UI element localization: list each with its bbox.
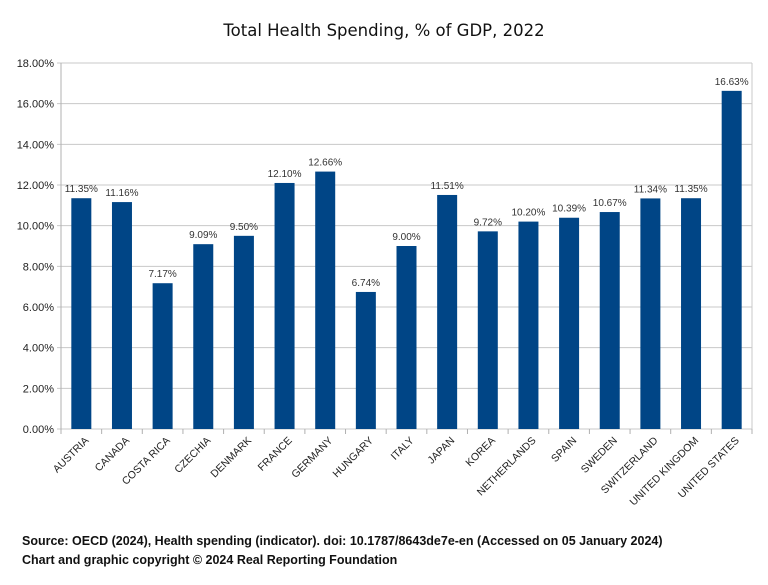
y-tick-label: 2.00% <box>23 383 54 395</box>
x-tick-label: DENMARK <box>208 435 254 481</box>
bar <box>152 283 173 429</box>
y-tick-label: 16.00% <box>17 99 55 111</box>
data-label: 11.51% <box>431 181 464 192</box>
data-label: 10.67% <box>593 198 627 209</box>
y-tick-label: 0.00% <box>23 424 54 436</box>
bar <box>721 90 742 430</box>
bar <box>681 198 702 429</box>
x-tick-label: HUNGARY <box>330 435 375 480</box>
x-tick-label: CZECHIA <box>172 435 213 476</box>
data-label: 7.17% <box>148 269 176 280</box>
data-label: 10.20% <box>511 208 545 219</box>
x-tick-label: ITALY <box>389 435 417 463</box>
x-tick-label: SPAIN <box>549 435 579 465</box>
data-label: 9.72% <box>474 217 502 228</box>
y-tick-label: 12.00% <box>17 180 55 192</box>
copyright-note: Chart and graphic copyright © 2024 Real … <box>22 553 398 567</box>
bar <box>559 217 580 429</box>
bar-chart: Total Health Spending, % of GDP, 2022 0.… <box>17 21 753 509</box>
y-tick-label: 18.00% <box>17 58 55 70</box>
bar <box>599 212 620 429</box>
bar <box>355 291 376 429</box>
bar <box>274 182 295 429</box>
bar <box>315 171 336 429</box>
x-tick-label: UNITED KINGDOM <box>627 435 701 509</box>
data-label: 9.50% <box>230 222 258 233</box>
x-tick-label: GERMANY <box>289 435 335 481</box>
x-tick-label: KOREA <box>463 435 497 469</box>
data-label: 12.66% <box>308 158 342 169</box>
y-tick-label: 6.00% <box>23 302 54 314</box>
bar <box>233 235 254 429</box>
bar <box>437 194 458 429</box>
x-tick-label: CANADA <box>93 435 132 474</box>
data-label: 9.00% <box>392 232 420 243</box>
bar <box>111 202 132 429</box>
y-tick-label: 10.00% <box>17 221 55 233</box>
bar <box>193 244 214 429</box>
bar <box>396 246 417 429</box>
data-label: 6.74% <box>352 278 380 289</box>
data-label: 11.35% <box>65 184 98 195</box>
bar <box>640 198 661 429</box>
data-label: 12.10% <box>268 169 302 180</box>
y-tick-label: 4.00% <box>23 343 54 355</box>
data-label: 10.39% <box>552 204 586 215</box>
data-label: 11.34% <box>634 184 667 195</box>
data-label: 16.63% <box>715 77 749 88</box>
data-label: 11.16% <box>105 188 138 199</box>
y-tick-label: 14.00% <box>17 139 55 151</box>
y-tick-label: 8.00% <box>23 261 54 273</box>
bar <box>71 198 92 429</box>
x-tick-label: JAPAN <box>425 435 457 467</box>
bar <box>477 231 498 429</box>
data-label: 11.35% <box>674 184 707 195</box>
x-tick-label: FRANCE <box>256 435 295 474</box>
x-tick-label: AUSTRIA <box>51 435 92 476</box>
bar <box>518 221 539 429</box>
chart-title: Total Health Spending, % of GDP, 2022 <box>222 21 544 40</box>
source-note: Source: OECD (2024), Health spending (in… <box>22 534 663 548</box>
x-tick-label: SWEDEN <box>579 435 620 476</box>
data-label: 9.09% <box>189 230 217 241</box>
